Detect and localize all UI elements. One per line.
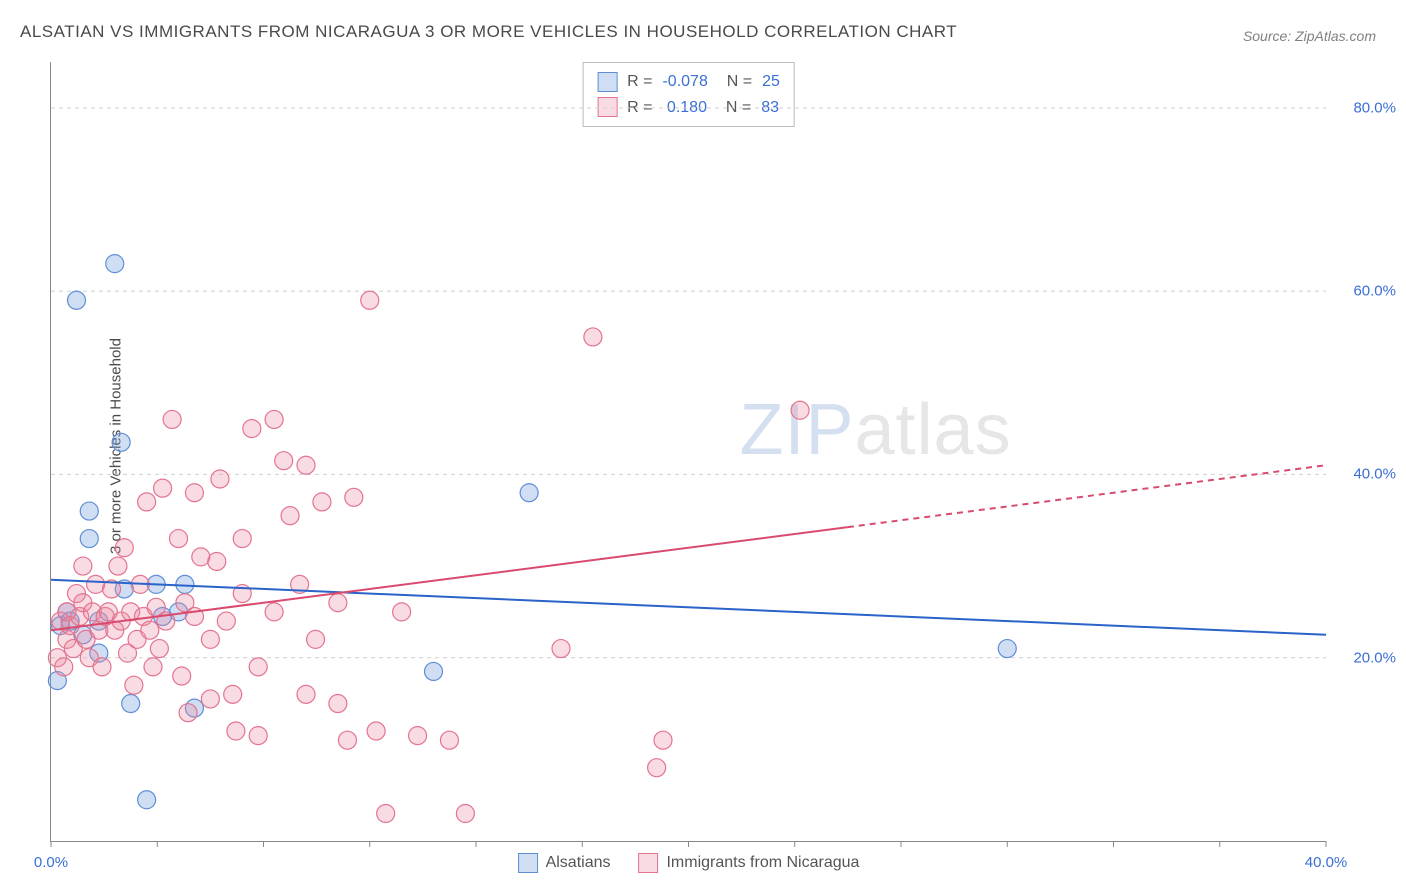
scatter-point <box>313 493 331 511</box>
scatter-point <box>440 731 458 749</box>
scatter-point <box>138 493 156 511</box>
x-tick-label: 0.0% <box>34 854 68 871</box>
scatter-point <box>122 695 140 713</box>
scatter-point <box>409 727 427 745</box>
scatter-point <box>138 791 156 809</box>
scatter-point <box>93 658 111 676</box>
scatter-point <box>367 722 385 740</box>
y-tick-label: 80.0% <box>1353 99 1396 116</box>
scatter-point <box>227 722 245 740</box>
scatter-point <box>654 731 672 749</box>
scatter-point <box>68 291 86 309</box>
scatter-point <box>791 401 809 419</box>
scatter-point <box>109 557 127 575</box>
scatter-point <box>80 502 98 520</box>
scatter-point <box>201 630 219 648</box>
scatter-point <box>329 695 347 713</box>
scatter-point <box>163 410 181 428</box>
x-tick-label: 40.0% <box>1305 854 1348 871</box>
swatch-alsatians-icon <box>518 853 538 873</box>
scatter-point <box>217 612 235 630</box>
scatter-point <box>456 805 474 823</box>
scatter-point <box>150 640 168 658</box>
plot-svg <box>51 62 1326 841</box>
series-legend: Alsatians Immigrants from Nicaragua <box>518 853 860 873</box>
scatter-point <box>552 640 570 658</box>
scatter-point <box>393 603 411 621</box>
scatter-point <box>243 420 261 438</box>
scatter-point <box>87 575 105 593</box>
scatter-point <box>297 456 315 474</box>
chart-container: ALSATIAN VS IMMIGRANTS FROM NICARAGUA 3 … <box>0 0 1406 892</box>
scatter-point <box>281 507 299 525</box>
legend-label-nicaragua: Immigrants from Nicaragua <box>666 854 859 872</box>
scatter-point <box>201 690 219 708</box>
y-tick-label: 60.0% <box>1353 283 1396 300</box>
scatter-point <box>144 658 162 676</box>
scatter-point <box>179 704 197 722</box>
scatter-point <box>345 488 363 506</box>
scatter-point <box>998 640 1016 658</box>
scatter-point <box>224 685 242 703</box>
scatter-point <box>208 552 226 570</box>
plot-area: ZIPatlas R = -0.078 N = 25 R = 0.180 N =… <box>50 62 1326 842</box>
scatter-point <box>55 658 73 676</box>
scatter-point <box>106 255 124 273</box>
scatter-point <box>425 662 443 680</box>
source-attribution: Source: ZipAtlas.com <box>1243 28 1376 44</box>
scatter-point <box>338 731 356 749</box>
scatter-point <box>185 484 203 502</box>
legend-item-alsatians: Alsatians <box>518 853 611 873</box>
trend-line <box>51 580 1326 635</box>
scatter-point <box>329 594 347 612</box>
scatter-point <box>584 328 602 346</box>
scatter-point <box>173 667 191 685</box>
scatter-point <box>361 291 379 309</box>
scatter-point <box>265 410 283 428</box>
scatter-point <box>520 484 538 502</box>
scatter-point <box>377 805 395 823</box>
scatter-point <box>307 630 325 648</box>
scatter-point <box>275 452 293 470</box>
scatter-point <box>211 470 229 488</box>
scatter-point <box>648 759 666 777</box>
scatter-point <box>112 433 130 451</box>
scatter-point <box>141 621 159 639</box>
scatter-point <box>249 727 267 745</box>
scatter-point <box>74 557 92 575</box>
y-tick-label: 40.0% <box>1353 466 1396 483</box>
scatter-point <box>297 685 315 703</box>
scatter-point <box>125 676 143 694</box>
scatter-point <box>265 603 283 621</box>
swatch-nicaragua-icon <box>638 853 658 873</box>
scatter-point <box>249 658 267 676</box>
scatter-point <box>115 539 133 557</box>
scatter-point <box>170 530 188 548</box>
chart-title: ALSATIAN VS IMMIGRANTS FROM NICARAGUA 3 … <box>20 22 957 42</box>
scatter-point <box>154 479 172 497</box>
legend-label-alsatians: Alsatians <box>546 854 611 872</box>
scatter-point <box>80 530 98 548</box>
legend-item-nicaragua: Immigrants from Nicaragua <box>638 853 859 873</box>
scatter-point <box>192 548 210 566</box>
y-tick-label: 20.0% <box>1353 649 1396 666</box>
scatter-point <box>233 530 251 548</box>
